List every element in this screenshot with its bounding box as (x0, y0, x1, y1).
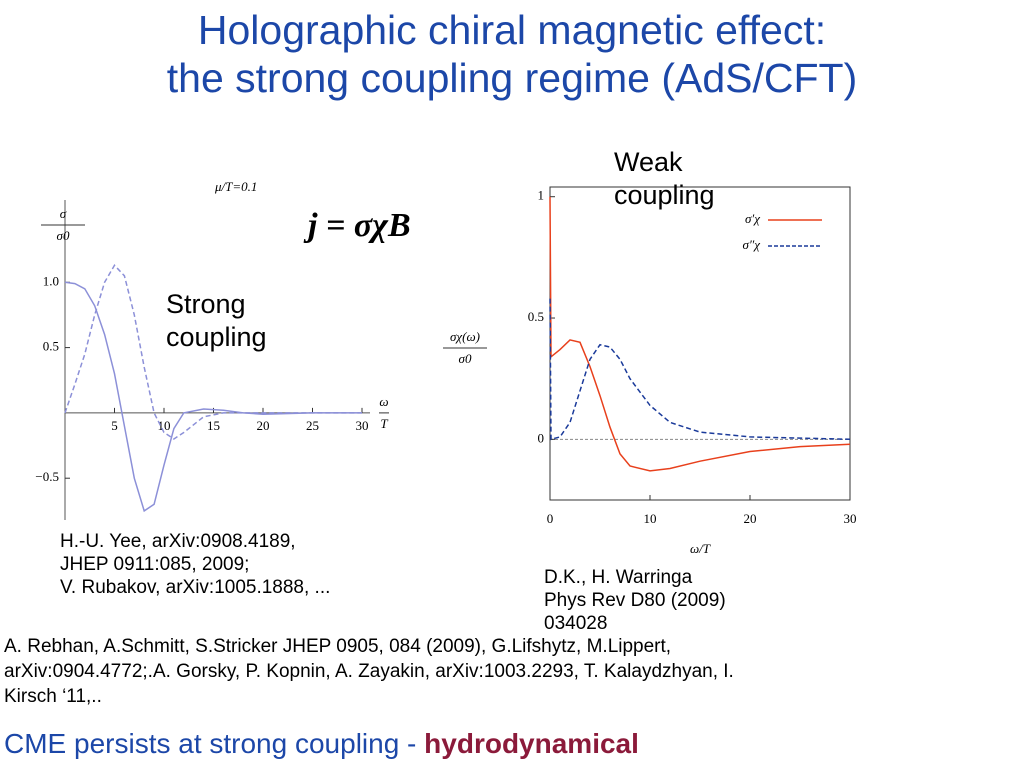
reference-line: arXiv:0904.4772;.A. Gorsky, P. Kopnin, A… (4, 661, 734, 682)
series-line (549, 196, 851, 472)
y-tick-label: −0.5 (35, 469, 59, 484)
plot-frame (549, 186, 851, 501)
series-line (549, 298, 851, 441)
citation-line: V. Rubakov, arXiv:1005.1888, ... (60, 577, 331, 598)
x-label: ω/T (690, 541, 711, 556)
citation-line: Phys Rev D80 (2009) (544, 590, 726, 611)
conclusion-bold: hydrodynamical (424, 728, 639, 759)
x-tick-label: 10 (644, 511, 657, 526)
x-tick-label: 30 (356, 418, 369, 433)
reference-line: Kirsch ‘11,.. (4, 686, 102, 707)
x-tick-label: 5 (111, 418, 118, 433)
x-label: T (380, 416, 388, 431)
references: A. Rebhan, A.Schmitt, S.Stricker JHEP 09… (4, 634, 734, 709)
y-label: σχ(ω) (450, 329, 480, 344)
x-label: ω (379, 394, 388, 409)
y-tick-label: 1 (538, 188, 545, 203)
y-label: σ0 (57, 228, 70, 243)
series-line (64, 281, 362, 513)
title-line: Holographic chiral magnetic effect: (197, 7, 827, 53)
citation-left: H.-U. Yee, arXiv:0908.4189, JHEP 0911:08… (60, 530, 330, 599)
x-tick-label: 20 (257, 418, 270, 433)
legend-label: σ″χ (742, 237, 760, 252)
legend-label: σ′χ (745, 211, 760, 226)
x-tick-label: 30 (844, 511, 857, 526)
y-tick-label: 1.0 (43, 273, 59, 288)
citation-line: 034028 (544, 613, 608, 634)
reference-line: A. Rebhan, A.Schmitt, S.Stricker JHEP 09… (4, 636, 672, 657)
title: Holographic chiral magnetic effect: the … (0, 6, 1024, 102)
x-tick-label: 20 (744, 511, 757, 526)
y-tick-label: 0 (538, 430, 545, 445)
y-label: σ0 (459, 351, 472, 366)
citation-line: H.-U. Yee, arXiv:0908.4189, (60, 531, 296, 552)
title-line: the strong coupling regime (AdS/CFT) (166, 55, 858, 101)
strong-label: Strong coupling (166, 288, 267, 354)
x-tick-label: 15 (207, 418, 220, 433)
citation-line: JHEP 0911:085, 2009; (60, 554, 250, 575)
conclusion-text: CME persists at strong coupling - (4, 728, 425, 759)
x-tick-label: 25 (306, 418, 319, 433)
conclusion: CME persists at strong coupling - hydrod… (4, 728, 639, 760)
label-line: Weak (614, 147, 683, 177)
label-line: Strong (166, 289, 246, 319)
citation-line: D.K., H. Warringa (544, 567, 693, 588)
y-tick-label: 0.5 (43, 339, 59, 354)
label-line: coupling (166, 322, 267, 352)
x-tick-label: 0 (547, 511, 554, 526)
label-line: coupling (614, 180, 715, 210)
y-label: σ (60, 206, 67, 221)
chart-title: μ/T=0.1 (214, 179, 257, 194)
weak-label: Weak coupling (614, 146, 715, 212)
x-tick-label: 10 (158, 418, 171, 433)
citation-right: D.K., H. Warringa Phys Rev D80 (2009) 03… (544, 566, 726, 635)
formula: j = σχB (308, 207, 411, 244)
y-tick-label: 0.5 (528, 309, 544, 324)
